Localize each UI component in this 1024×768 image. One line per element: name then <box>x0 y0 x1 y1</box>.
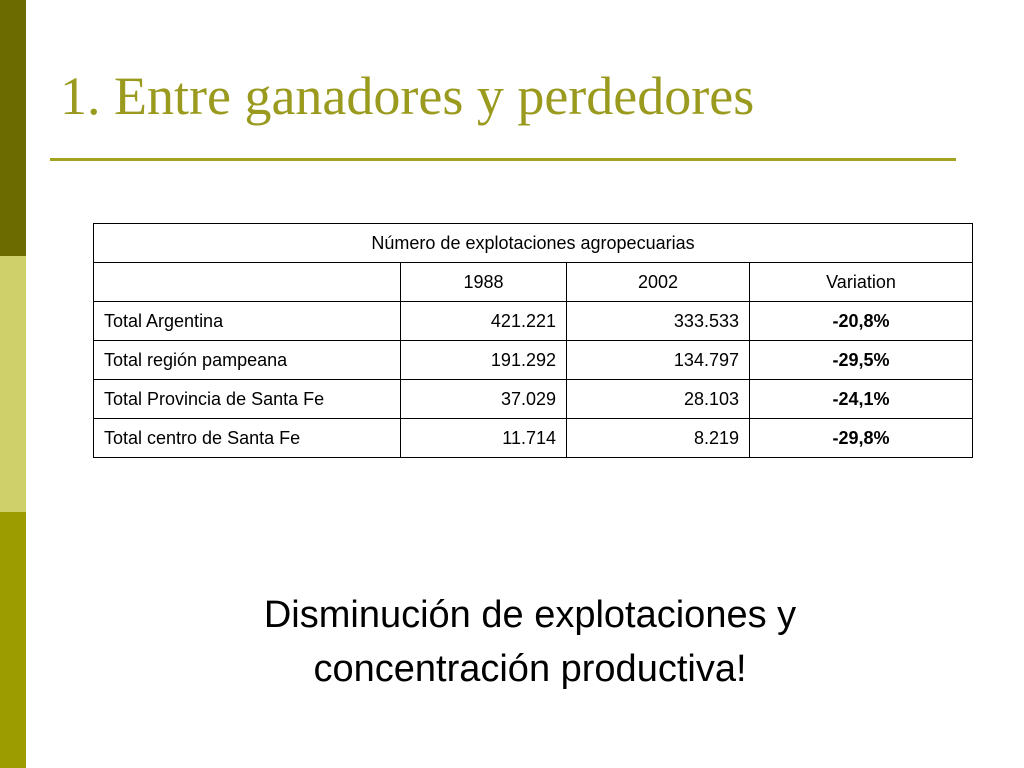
table-row: Total Argentina 421.221 333.533 -20,8% <box>93 301 974 341</box>
row-label: Total Provincia de Santa Fe <box>93 379 401 419</box>
value-1988: 421.221 <box>400 301 567 341</box>
table-caption-row: Número de explotaciones agropecuarias <box>92 223 974 263</box>
value-1988: 11.714 <box>400 418 567 458</box>
sidebar-accent-bottom <box>0 512 26 768</box>
value-2002: 134.797 <box>566 340 750 380</box>
conclusion-line-2: concentración productiva! <box>313 648 747 690</box>
table-row: Total región pampeana 191.292 134.797 -2… <box>93 340 974 380</box>
value-variation: -24,1% <box>748 379 974 419</box>
header-cell-2002: 2002 <box>566 262 750 302</box>
value-variation: -29,8% <box>748 418 974 458</box>
row-label: Total Argentina <box>93 301 401 341</box>
value-2002: 333.533 <box>566 301 750 341</box>
conclusion-line-1: Disminución de explotaciones y <box>263 594 797 636</box>
table-row: Total centro de Santa Fe 11.714 8.219 -2… <box>93 418 974 458</box>
title-underline <box>50 158 956 161</box>
table-row: Total Provincia de Santa Fe 37.029 28.10… <box>93 379 974 419</box>
header-cell-1988: 1988 <box>400 262 567 302</box>
value-1988: 37.029 <box>400 379 567 419</box>
farms-table: Número de explotaciones agropecuarias 19… <box>92 223 974 458</box>
table-header-row: 1988 2002 Variation <box>93 262 974 302</box>
value-2002: 8.219 <box>566 418 750 458</box>
value-2002: 28.103 <box>566 379 750 419</box>
row-label: Total centro de Santa Fe <box>93 418 401 458</box>
value-variation: -20,8% <box>748 301 974 341</box>
table-caption: Número de explotaciones agropecuarias <box>92 223 974 263</box>
sidebar-accent-middle <box>0 256 26 512</box>
header-cell-variation: Variation <box>748 262 974 302</box>
header-cell-label <box>93 262 401 302</box>
sidebar-accent-top <box>0 0 26 256</box>
value-variation: -29,5% <box>748 340 974 380</box>
value-1988: 191.292 <box>400 340 567 380</box>
slide-title: 1. Entre ganadores y perdedores <box>60 66 755 126</box>
conclusion-text: Disminución de explotaciones y concentra… <box>90 588 970 696</box>
row-label: Total región pampeana <box>93 340 401 380</box>
